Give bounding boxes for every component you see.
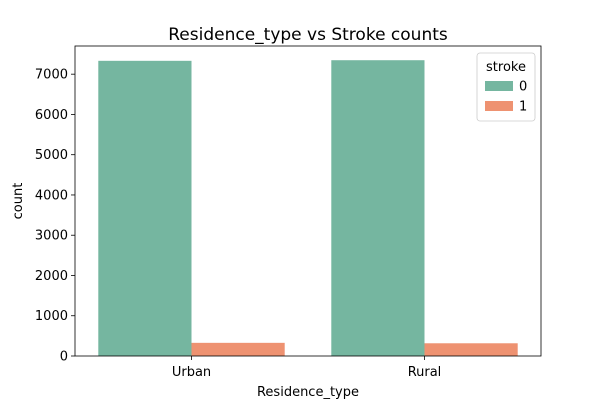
plot-frame (74, 45, 542, 357)
y-tick-label: 5000 (35, 148, 68, 163)
y-tick-label: 4000 (35, 188, 68, 203)
x-axis-label: Residence_type (257, 385, 359, 400)
plot-area (74, 45, 542, 357)
x-tick-label: Rural (408, 365, 442, 380)
y-tick-label: 1000 (35, 309, 68, 324)
bar-urban-stroke-1 (191, 342, 285, 356)
bar-rural-stroke-1 (424, 343, 518, 356)
legend-label-stroke-1: 1 (519, 100, 527, 115)
y-tick-label: 7000 (35, 68, 68, 83)
legend-swatch-stroke-1 (485, 101, 513, 111)
legend-title: stroke (486, 60, 526, 75)
legend-label-stroke-0: 0 (519, 80, 527, 95)
x-axis-ticks: Urban Rural (172, 356, 441, 380)
y-axis-label: count (11, 183, 26, 220)
y-tick-label: 2000 (35, 269, 68, 284)
y-axis-ticks: 0 1000 2000 3000 4000 5000 6000 7000 (35, 68, 75, 365)
bar-urban-stroke-0 (98, 60, 192, 357)
bar-rural-stroke-0 (331, 60, 425, 356)
y-tick-label: 6000 (35, 108, 68, 123)
y-tick-label: 0 (60, 350, 68, 365)
chart-title: Residence_type vs Stroke counts (168, 25, 448, 45)
x-tick-label: Urban (172, 365, 211, 380)
y-tick-label: 3000 (35, 229, 68, 244)
legend: stroke 0 1 (476, 52, 536, 122)
legend-swatch-stroke-0 (485, 81, 513, 91)
